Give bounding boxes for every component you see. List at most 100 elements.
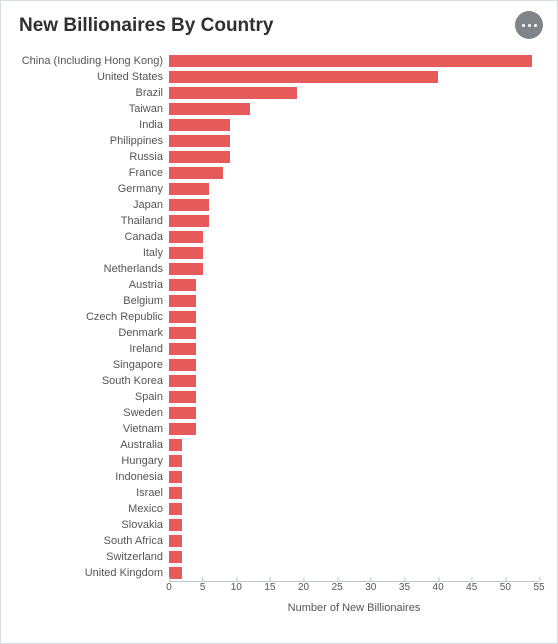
- bar: [169, 471, 182, 483]
- y-axis-label: Australia: [19, 439, 169, 451]
- bar-track: [169, 181, 539, 197]
- bar-track: [169, 117, 539, 133]
- bar-track: [169, 229, 539, 245]
- chart-row: Taiwan: [19, 101, 539, 117]
- bar-track: [169, 85, 539, 101]
- x-tick: 0: [166, 582, 172, 593]
- chart-row: India: [19, 117, 539, 133]
- bar: [169, 167, 223, 179]
- bar: [169, 119, 230, 131]
- bar-track: [169, 165, 539, 181]
- chart-plot-area: China (Including Hong Kong) United States…: [1, 47, 557, 614]
- bar: [169, 391, 196, 403]
- bar-track: [169, 213, 539, 229]
- bar: [169, 327, 196, 339]
- x-tick: 45: [466, 582, 477, 593]
- bar: [169, 359, 196, 371]
- chart-row: Philippines: [19, 133, 539, 149]
- bar: [169, 151, 230, 163]
- chart-row: Switzerland: [19, 549, 539, 565]
- menu-button[interactable]: [515, 11, 543, 39]
- y-axis-label: Austria: [19, 279, 169, 291]
- bar: [169, 551, 182, 563]
- x-tick: 50: [500, 582, 511, 593]
- chart-row: France: [19, 165, 539, 181]
- chart-row: Czech Republic: [19, 309, 539, 325]
- x-tick: 55: [533, 582, 544, 593]
- bar: [169, 263, 203, 275]
- bar: [169, 519, 182, 531]
- chart-row: Denmark: [19, 325, 539, 341]
- y-axis-label: Thailand: [19, 215, 169, 227]
- bar-track: [169, 533, 539, 549]
- bar: [169, 199, 209, 211]
- y-axis-label: Brazil: [19, 87, 169, 99]
- y-axis-label: Netherlands: [19, 263, 169, 275]
- bar-track: [169, 453, 539, 469]
- chart-row: Mexico: [19, 501, 539, 517]
- x-tick: 15: [264, 582, 275, 593]
- bar-track: [169, 565, 539, 581]
- chart-row: Japan: [19, 197, 539, 213]
- bar: [169, 423, 196, 435]
- dots-icon: [528, 24, 531, 27]
- x-tick: 10: [231, 582, 242, 593]
- bar: [169, 311, 196, 323]
- x-tick: 40: [433, 582, 444, 593]
- chart-header: New Billionaires By Country: [1, 1, 557, 47]
- x-tick: 5: [200, 582, 206, 593]
- bar: [169, 87, 297, 99]
- chart-title: New Billionaires By Country: [19, 15, 539, 37]
- x-tick: 30: [365, 582, 376, 593]
- bar-track: [169, 389, 539, 405]
- y-axis-label: Switzerland: [19, 551, 169, 563]
- y-axis-label: Mexico: [19, 503, 169, 515]
- chart-row: Belgium: [19, 293, 539, 309]
- chart-row: United Kingdom: [19, 565, 539, 581]
- bar-track: [169, 133, 539, 149]
- bar-track: [169, 149, 539, 165]
- chart-row: Italy: [19, 245, 539, 261]
- bar: [169, 343, 196, 355]
- bar: [169, 247, 203, 259]
- chart-row: Sweden: [19, 405, 539, 421]
- y-axis-label: Belgium: [19, 295, 169, 307]
- bar: [169, 455, 182, 467]
- chart-row: Hungary: [19, 453, 539, 469]
- y-axis-label: Israel: [19, 487, 169, 499]
- x-tick: 35: [399, 582, 410, 593]
- bar-track: [169, 309, 539, 325]
- y-axis-label: Japan: [19, 199, 169, 211]
- y-axis-label: Sweden: [19, 407, 169, 419]
- bar-track: [169, 197, 539, 213]
- chart-row: Netherlands: [19, 261, 539, 277]
- bar-track: [169, 501, 539, 517]
- bar: [169, 55, 532, 67]
- y-axis-label: Spain: [19, 391, 169, 403]
- y-axis-label: Hungary: [19, 455, 169, 467]
- bar: [169, 487, 182, 499]
- bar: [169, 503, 182, 515]
- bar-track: [169, 373, 539, 389]
- y-axis-label: Indonesia: [19, 471, 169, 483]
- chart-row: United States: [19, 69, 539, 85]
- chart-row: Indonesia: [19, 469, 539, 485]
- y-axis-label: Slovakia: [19, 519, 169, 531]
- bar-track: [169, 245, 539, 261]
- bar-track: [169, 517, 539, 533]
- chart-row: Israel: [19, 485, 539, 501]
- bar: [169, 407, 196, 419]
- bar-track: [169, 261, 539, 277]
- bar-track: [169, 437, 539, 453]
- dots-icon: [534, 24, 537, 27]
- y-axis-label: South Korea: [19, 375, 169, 387]
- bar-track: [169, 53, 539, 69]
- bar-track: [169, 485, 539, 501]
- chart-row: Germany: [19, 181, 539, 197]
- bar-track: [169, 277, 539, 293]
- y-axis-label: Philippines: [19, 135, 169, 147]
- y-axis-label: China (Including Hong Kong): [19, 55, 169, 67]
- bar-track: [169, 341, 539, 357]
- y-axis-label: Canada: [19, 231, 169, 243]
- bar-track: [169, 549, 539, 565]
